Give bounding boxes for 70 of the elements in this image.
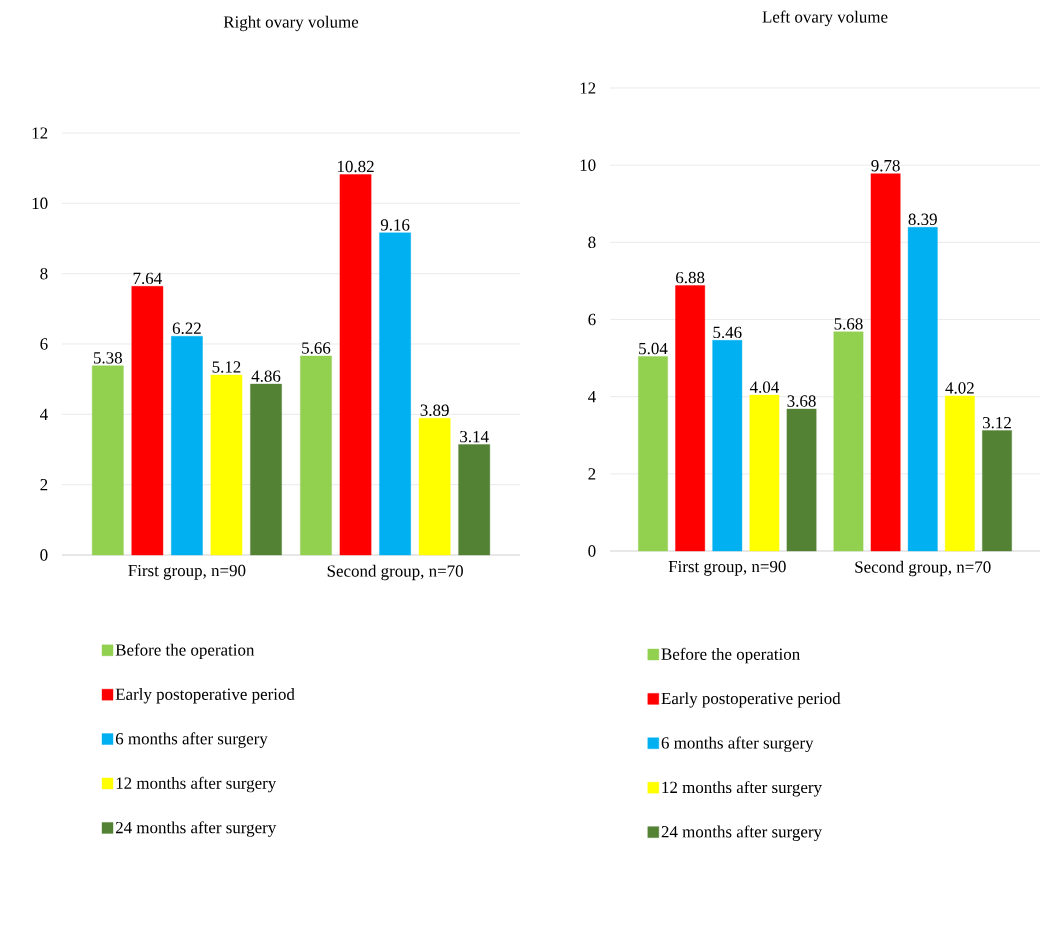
y-tick-label: 10	[580, 159, 596, 171]
data-label: 7.64	[133, 272, 162, 285]
legend-label: 24 months after surgery	[115, 821, 277, 837]
bar	[210, 374, 243, 556]
data-label: 10.82	[337, 160, 374, 173]
legend-label: Before the operation	[661, 647, 800, 664]
chart-title: Right ovary volume	[223, 15, 359, 32]
data-label: 5.04	[639, 342, 668, 355]
y-tick-label: 12	[32, 127, 48, 139]
data-label: 6.22	[172, 322, 201, 335]
chart-title: Left ovary volume	[762, 10, 888, 27]
bar	[712, 340, 743, 552]
y-tick-label: 6	[40, 338, 48, 350]
data-label: 4.02	[945, 382, 974, 394]
bar	[870, 173, 901, 552]
legend-label: 6 months after surgery	[661, 736, 814, 753]
data-label: 3.14	[460, 430, 489, 443]
y-tick-label: 8	[40, 267, 48, 280]
bar	[379, 232, 411, 556]
bar	[131, 286, 164, 556]
data-label: 4.04	[749, 381, 779, 393]
data-label: 5.38	[93, 352, 122, 364]
legend-label: Before the operation	[115, 643, 255, 660]
y-tick-label: 4	[588, 391, 596, 403]
y-tick-label: 2	[40, 479, 48, 491]
data-label: 3.12	[983, 416, 1011, 429]
y-tick-label: 0	[588, 545, 596, 557]
data-label: 6.88	[676, 271, 705, 284]
bar	[786, 408, 817, 552]
bar	[91, 365, 124, 556]
bar	[638, 356, 668, 552]
y-tick-label: 8	[588, 236, 596, 249]
bar	[300, 355, 332, 556]
data-label: 3.89	[420, 404, 449, 416]
data-label: 5.66	[302, 342, 331, 354]
bar	[833, 331, 864, 552]
bar	[675, 285, 705, 552]
data-label: 5.12	[212, 361, 241, 373]
x-tick-label: First group, n=90	[668, 560, 786, 576]
x-tick-label: Second group, n=70	[327, 564, 463, 581]
legend-label: Early postoperative period	[115, 688, 295, 704]
bar	[171, 336, 203, 556]
bar	[418, 418, 451, 556]
x-tick-label: First group, n=90	[128, 564, 246, 580]
bar	[907, 227, 938, 552]
data-label: 5.68	[834, 318, 863, 330]
bar	[339, 174, 372, 556]
y-tick-label: 12	[580, 82, 596, 94]
bar	[749, 394, 780, 552]
legend-label: Early postoperative period	[661, 692, 841, 708]
data-label: 3.68	[787, 395, 816, 407]
data-label: 4.86	[251, 370, 281, 382]
legend-label: 12 months after surgery	[662, 780, 822, 797]
bar	[945, 395, 975, 552]
y-tick-label: 10	[32, 197, 48, 210]
y-tick-label: 2	[588, 468, 596, 480]
data-label: 9.78	[871, 159, 900, 172]
y-tick-label: 6	[588, 313, 596, 326]
y-tick-label: 0	[40, 549, 48, 561]
bar	[458, 444, 491, 556]
bar	[982, 430, 1012, 552]
data-label: 9.16	[380, 219, 410, 231]
legend-label: 12 months after surgery	[116, 776, 277, 793]
x-tick-label: Second group, n=70	[855, 560, 991, 577]
y-tick-label: 4	[40, 408, 48, 420]
data-label: 5.46	[713, 326, 742, 339]
legend-label: 24 months after surgery	[661, 825, 822, 841]
bar	[250, 383, 282, 556]
data-label: 8.39	[908, 213, 937, 226]
legend-label: 6 months after surgery	[115, 732, 268, 748]
